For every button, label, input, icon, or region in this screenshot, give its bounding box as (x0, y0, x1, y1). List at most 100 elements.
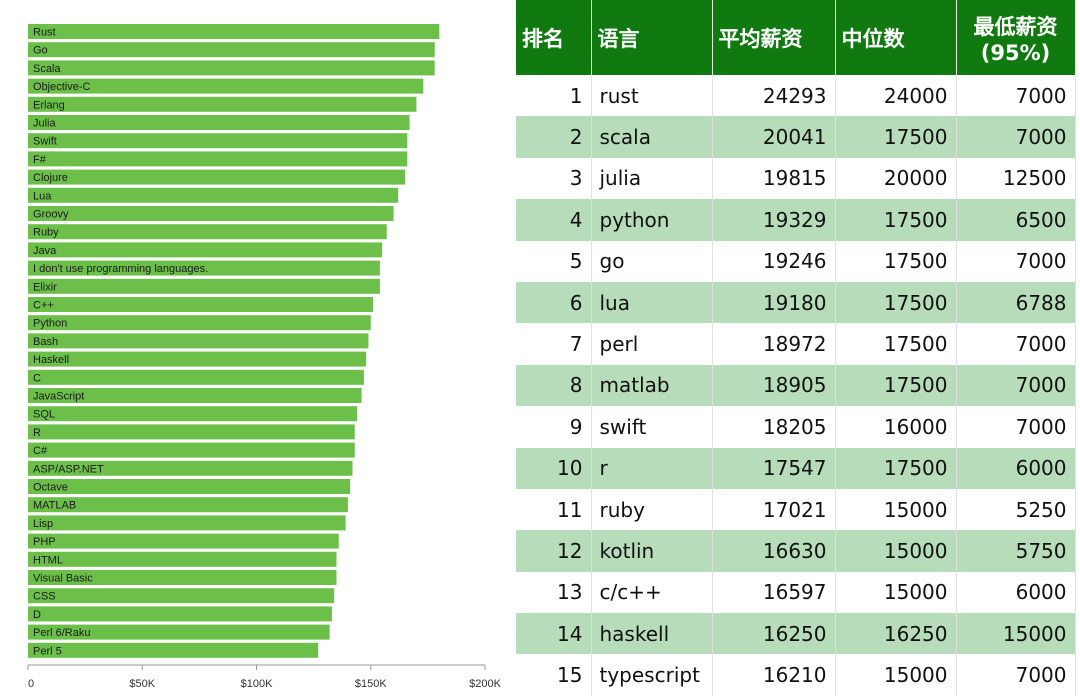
table-cell: 6000 (956, 571, 1076, 614)
table-cell: 17500 (835, 240, 957, 282)
table-row: 3 julia 19815 20000 12500 (516, 157, 1076, 200)
bar-label: SQL (33, 409, 55, 421)
bar-label: Octave (33, 482, 68, 494)
table-cell: 19180 (712, 281, 836, 324)
x-tick-label: $50K (129, 678, 155, 690)
table-cell: 20041 (712, 116, 836, 158)
table-row: 8 matlab 18905 17500 7000 (516, 364, 1076, 407)
table-cell: 18972 (712, 323, 836, 365)
table-cell: 19329 (712, 199, 836, 241)
bar-label: Clojure (33, 172, 68, 184)
bar-perl-6-raku (28, 624, 330, 640)
table-cell: perl (591, 323, 713, 365)
table-cell: 15000 (956, 613, 1076, 655)
table-cell: 24293 (712, 75, 836, 117)
bar-c- (28, 297, 374, 312)
bar-label: C (33, 372, 41, 384)
bar-label: Perl 5 (33, 645, 62, 657)
bar-octave (28, 479, 351, 494)
bar-label: Rust (33, 27, 56, 39)
table-row: 1 rust 24293 24000 7000 (516, 75, 1076, 117)
table-row: 2 scala 20041 17500 7000 (516, 116, 1076, 158)
bar-go (28, 42, 435, 58)
table-body: 1 rust 24293 24000 7000 2 scala 20041 17500 7000 3… (516, 75, 1076, 696)
table-row: 15 typescript 16210 15000 7000 (516, 654, 1076, 696)
table-row: 7 perl 18972 17500 7000 (516, 323, 1076, 365)
bar-label: F# (33, 154, 47, 166)
table-cell: 15000 (835, 571, 957, 614)
table-cell: 7000 (956, 240, 1076, 282)
table-cell: 18905 (712, 364, 836, 407)
bar-i-don-t-use-programming-languages- (28, 260, 380, 276)
bar-label: C++ (33, 300, 54, 312)
table-cell: 14 (516, 613, 592, 655)
bar-label: D (33, 609, 41, 621)
table-cell: go (591, 240, 713, 282)
table-cell: 17500 (835, 323, 957, 365)
table-cell: julia (591, 157, 713, 200)
table-header-row: 排名 语言 平均薪资 中位数 最低薪资 (95%) (516, 0, 1076, 75)
table-cell: 18205 (712, 406, 836, 448)
table-cell: r (591, 447, 713, 489)
bar-label: Perl 6/Raku (33, 627, 90, 639)
bar-label: I don't use programming languages. (33, 263, 208, 275)
bar-label: Haskell (33, 354, 69, 366)
table-cell: 17500 (835, 199, 957, 241)
bar-html (28, 551, 337, 567)
table-cell: 17500 (835, 281, 957, 324)
bar-lua (28, 187, 399, 203)
table-cell: 19815 (712, 157, 836, 200)
bar-clojure (28, 169, 406, 185)
bar-label: MATLAB (33, 500, 76, 512)
table-cell: 15 (516, 654, 592, 696)
bar-c- (28, 442, 355, 458)
bar-julia (28, 115, 410, 130)
table-cell: rust (591, 75, 713, 117)
x-tick-label: $150K (355, 678, 387, 690)
table-row: 5 go 19246 17500 7000 (516, 240, 1076, 282)
table-cell: 4 (516, 199, 592, 241)
table-cell: kotlin (591, 530, 713, 572)
table-cell: 17547 (712, 447, 836, 489)
table-cell: 7000 (956, 116, 1076, 158)
bar-r (28, 424, 355, 440)
table-cell: c/c++ (591, 571, 713, 614)
table-cell: 17500 (835, 364, 957, 407)
bar-label: Scala (33, 63, 61, 75)
bar-label: Python (33, 318, 67, 330)
bar-objective-c (28, 78, 424, 94)
bar-label: HTML (33, 554, 63, 566)
bar-asp-asp-net (28, 460, 353, 476)
bar-perl-5 (28, 642, 319, 658)
table-cell: 7000 (956, 364, 1076, 407)
table-cell: 13 (516, 571, 592, 614)
table-cell: python (591, 199, 713, 241)
table-cell: 6 (516, 281, 592, 324)
table-cell: 11 (516, 488, 592, 531)
bar-matlab (28, 497, 348, 513)
table-cell: ruby (591, 488, 713, 531)
bar-label: Objective-C (33, 81, 91, 93)
bar-f- (28, 151, 408, 167)
salary-bar-chart: Rust Go Scala Objective-C Erlang Julia Swift F#… (0, 0, 505, 699)
table-cell: 16250 (712, 613, 836, 655)
bar-label: Julia (33, 118, 57, 130)
table-cell: 5250 (956, 488, 1076, 531)
table-cell: 16210 (712, 654, 836, 696)
x-tick-label: 0 (28, 678, 34, 690)
table-cell: typescript (591, 654, 713, 696)
bar-label: Lisp (33, 518, 53, 530)
table-cell: 2 (516, 116, 592, 158)
salary-ranking-table-container: 排名 语言 平均薪资 中位数 最低薪资 (95%) 1 rust 24293 24000 7000… (516, 0, 1076, 699)
table-cell: 15000 (835, 488, 957, 531)
bar-haskell (28, 351, 367, 367)
bar-label: Elixir (33, 281, 57, 293)
bar-label: PHP (33, 536, 56, 548)
bar-label: R (33, 427, 41, 439)
column-header: 排名 (516, 0, 592, 75)
bar-javascript (28, 388, 362, 403)
bar-label: Ruby (33, 227, 59, 239)
bar-erlang (28, 96, 417, 112)
x-tick-label: $100K (241, 678, 273, 690)
bar-label: ASP/ASP.NET (33, 463, 104, 475)
